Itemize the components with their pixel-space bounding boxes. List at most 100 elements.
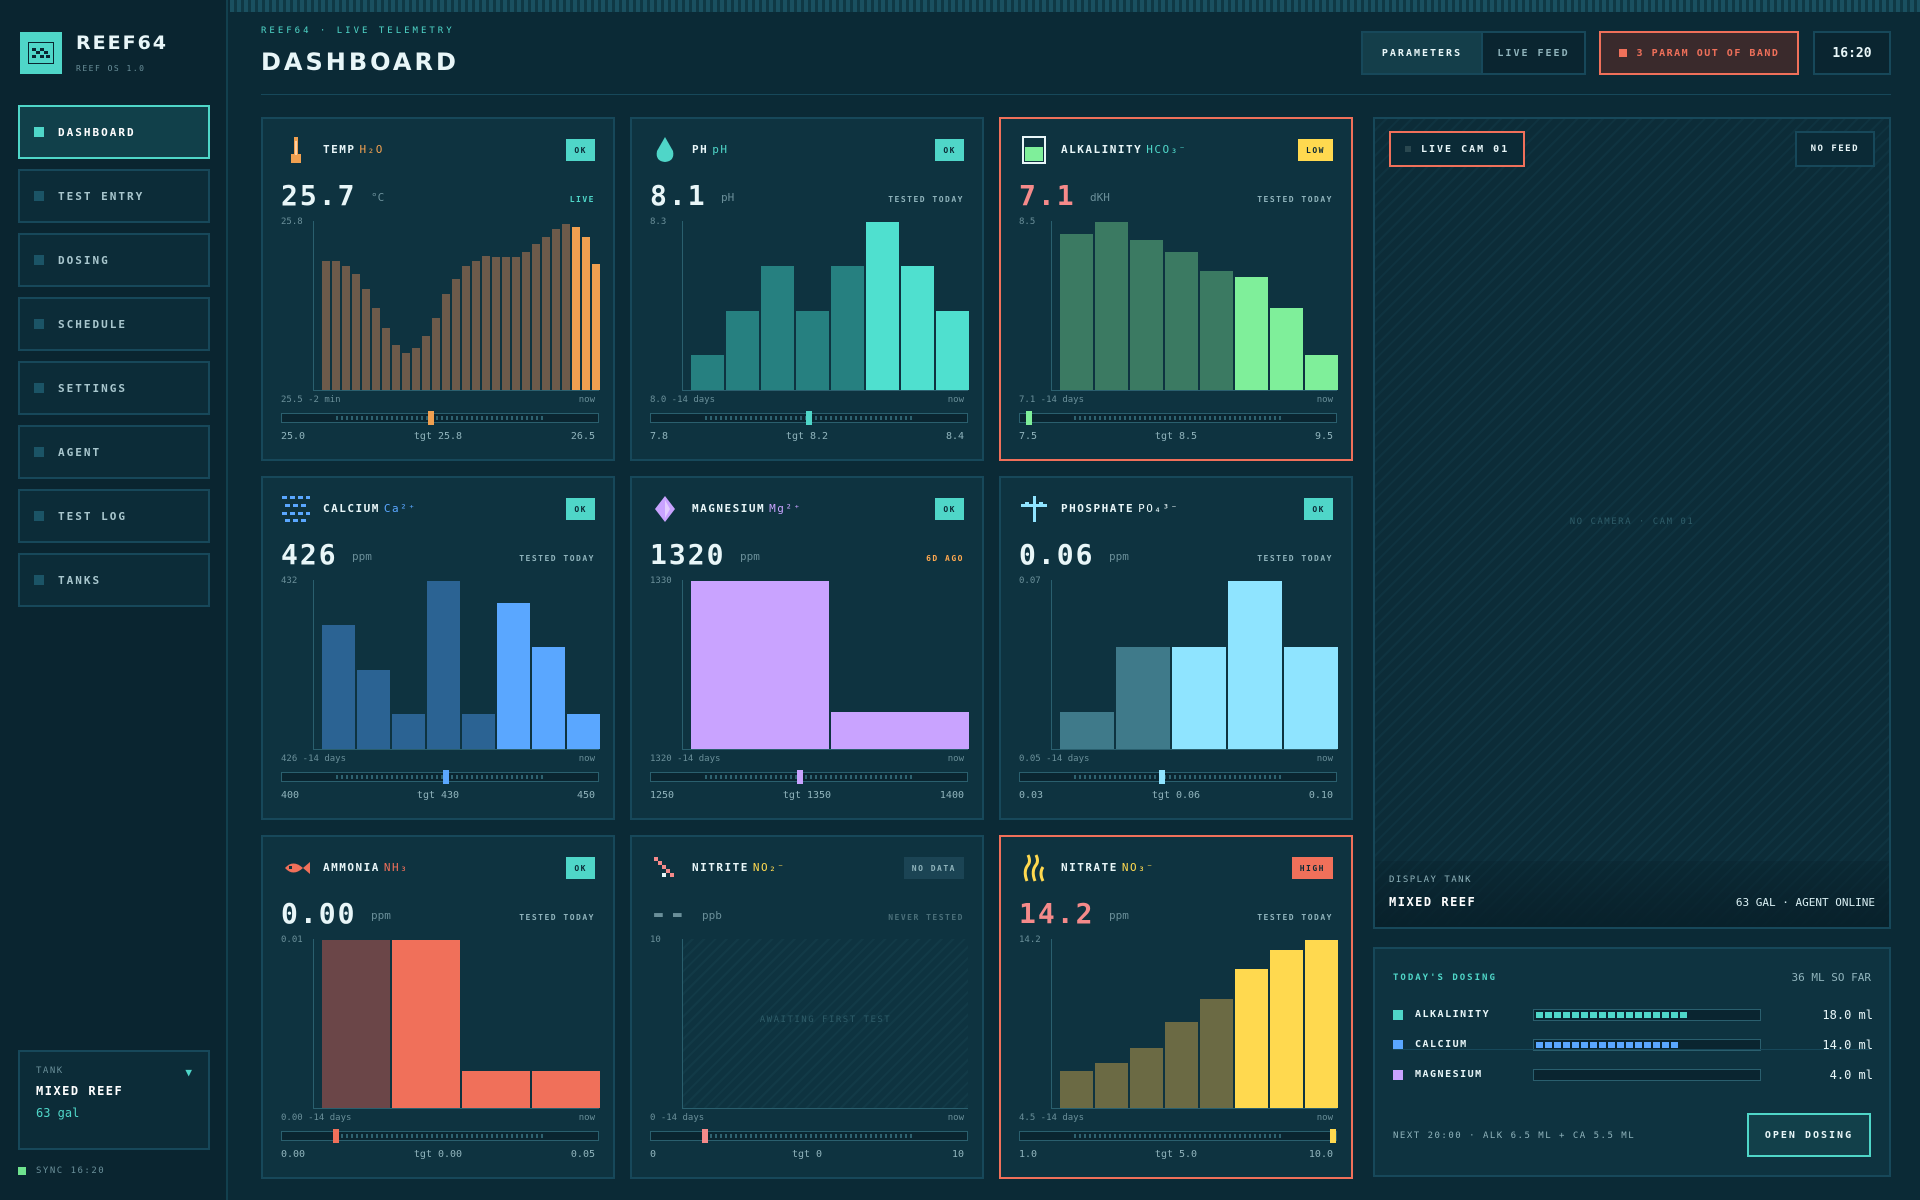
param-card-magnesium[interactable]: MAGNESIUM Mg²⁺ OK 1320 ppm 6D AGO 1330 1320 -14… xyxy=(630,476,984,820)
tank-selector[interactable]: TANK ▼ MIXED REEF 63 gal xyxy=(18,1050,210,1150)
dose-swatch-icon xyxy=(1393,1040,1403,1050)
chart-y-max: 1330 xyxy=(650,576,672,586)
dose-name: MAGNESIUM xyxy=(1415,1069,1483,1080)
open-dosing-button[interactable]: OPEN DOSING xyxy=(1747,1113,1871,1157)
status-badge: HIGH xyxy=(1291,857,1333,879)
sidebar-item-tanks[interactable]: TANKS xyxy=(18,553,210,607)
history-chart xyxy=(1051,939,1338,1109)
param-label: ALKALINITY xyxy=(1061,143,1143,156)
range-high: 0.05 xyxy=(570,1149,595,1160)
chart-bar xyxy=(342,266,350,390)
range-low: 400 xyxy=(281,790,300,801)
range-high: 8.4 xyxy=(945,431,964,442)
sidebar-item-label: TEST LOG xyxy=(58,509,127,523)
nav-indicator-icon xyxy=(34,383,44,393)
chart-bar xyxy=(462,714,495,749)
param-unit: ppm xyxy=(1109,909,1129,922)
todays-dosing-panel: TODAY'S DOSING 36 ML SO FAR ALKALINITY 18… xyxy=(1373,947,1891,1177)
tank-selector-label: TANK xyxy=(36,1066,64,1076)
nav-indicator-icon xyxy=(34,255,44,265)
test-status: TESTED TODAY xyxy=(1257,195,1333,204)
out-of-band-alert[interactable]: 3 PARAM OUT OF BAND xyxy=(1599,31,1799,75)
dose-progress-fill xyxy=(1536,1042,1679,1048)
live-camera-panel[interactable]: LIVE CAM 01 NO FEED NO CAMERA · CAM 01 D… xyxy=(1373,117,1891,929)
sidebar-item-agent[interactable]: AGENT xyxy=(18,425,210,479)
param-card-alkalinity[interactable]: ALKALINITY HCO₃⁻ LOW 7.1 dKH TESTED TODAY 8.5 7… xyxy=(999,117,1353,461)
chart-bar xyxy=(831,266,864,390)
chart-bar xyxy=(796,311,829,390)
empty-chart-text: AWAITING FIRST TEST xyxy=(759,1015,892,1025)
range-track xyxy=(281,411,599,425)
range-low: 7.5 xyxy=(1019,431,1038,442)
dose-swatch-icon xyxy=(1393,1010,1403,1020)
tab-live-feed[interactable]: LIVE FEED xyxy=(1483,31,1586,75)
sidebar-item-schedule[interactable]: SCHEDULE xyxy=(18,297,210,351)
chart-bar xyxy=(1060,1071,1093,1108)
param-card-phosphate[interactable]: PHOSPHATE PO₄³⁻ OK 0.06 ppm TESTED TODAY 0.07 0… xyxy=(999,476,1353,820)
pickaxe-icon xyxy=(1019,494,1049,524)
chart-bar xyxy=(1172,647,1226,749)
range-low: 7.8 xyxy=(650,431,669,442)
top-decoration-strip xyxy=(230,0,1920,12)
param-name: MAGNESIUM Mg²⁺ xyxy=(692,502,802,515)
sidebar-item-dashboard[interactable]: DASHBOARD xyxy=(18,105,210,159)
chart-bar xyxy=(592,264,600,390)
range-ticks xyxy=(1074,775,1282,779)
sidebar-nav: DASHBOARD TEST ENTRY DOSING SCHEDULE SET… xyxy=(18,105,210,617)
dosing-title: TODAY'S DOSING xyxy=(1393,973,1497,983)
test-status: 6D AGO xyxy=(926,554,964,563)
chart-bar xyxy=(462,266,470,390)
param-card-nitrite[interactable]: NITRITE NO₂⁻ NO DATA -- ppb NEVER TESTED 10 AWA… xyxy=(630,835,984,1179)
param-card-temp[interactable]: TEMP H₂O OK 25.7 °C LIVE 25.8 25.5 -2 min now 25.… xyxy=(261,117,615,461)
param-label: NITRATE xyxy=(1061,861,1118,874)
sidebar-item-label: TANKS xyxy=(58,573,102,587)
chart-bar xyxy=(432,318,440,390)
param-card-ammonia[interactable]: AMMONIA NH₃ OK 0.00 ppm TESTED TODAY 0.01 0.00 … xyxy=(261,835,615,1179)
breadcrumb: REEF64 · LIVE TELEMETRY xyxy=(261,26,455,36)
param-name: CALCIUM Ca²⁺ xyxy=(323,502,416,515)
sidebar-item-settings[interactable]: SETTINGS xyxy=(18,361,210,415)
param-name: PHOSPHATE PO₄³⁻ xyxy=(1061,502,1179,515)
alert-icon xyxy=(1618,49,1627,57)
camera-label-text: LIVE CAM 01 xyxy=(1421,143,1510,155)
camera-label: LIVE CAM 01 xyxy=(1389,131,1526,167)
chevron-down-icon[interactable]: ▼ xyxy=(185,1066,192,1079)
camera-placeholder: NO CAMERA · CAM 01 xyxy=(1569,517,1695,527)
chart-bar xyxy=(1235,969,1268,1108)
nav-indicator-icon xyxy=(34,319,44,329)
tab-parameters[interactable]: PARAMETERS xyxy=(1361,31,1483,75)
range-target: tgt 25.8 xyxy=(413,431,463,442)
chart-now-label: now xyxy=(947,754,964,764)
chart-y-max: 8.3 xyxy=(650,217,667,227)
chart-bar xyxy=(831,712,969,749)
alert-text: 3 PARAM OUT OF BAND xyxy=(1636,47,1780,59)
chart-y-min: 0 -14 days xyxy=(650,1113,705,1123)
range-track xyxy=(1019,411,1337,425)
range-target: tgt 430 xyxy=(416,790,460,801)
sidebar-item-dosing[interactable]: DOSING xyxy=(18,233,210,287)
param-name: AMMONIA NH₃ xyxy=(323,861,408,874)
display-tank-summary: 63 GAL · AGENT ONLINE xyxy=(1735,896,1875,909)
param-card-calcium[interactable]: CALCIUM Ca²⁺ OK 426 ppm TESTED TODAY 432 426 -1… xyxy=(261,476,615,820)
range-target: tgt 0.00 xyxy=(413,1149,463,1160)
chart-bar xyxy=(901,266,934,390)
history-chart: AWAITING FIRST TEST xyxy=(682,939,968,1109)
param-formula: Mg²⁺ xyxy=(769,502,802,515)
param-card-nitrate[interactable]: NITRATE NO₃⁻ HIGH 14.2 ppm TESTED TODAY 14.2 4.… xyxy=(999,835,1353,1179)
chart-now-label: now xyxy=(947,395,964,405)
chart-y-min: 7.1 -14 days xyxy=(1019,395,1085,405)
chart-bar xyxy=(1130,1048,1163,1108)
range-high: 1400 xyxy=(939,790,964,801)
chart-y-min: 0.00 -14 days xyxy=(281,1113,352,1123)
dose-amount: 14.0 ml xyxy=(1822,1038,1873,1052)
param-formula: NO₂⁻ xyxy=(752,861,786,874)
history-chart xyxy=(682,580,969,750)
param-unit: ppm xyxy=(1109,550,1129,563)
tank-name: MIXED REEF xyxy=(36,1084,124,1098)
chart-bar xyxy=(691,355,724,390)
sidebar-item-test-entry[interactable]: TEST ENTRY xyxy=(18,169,210,223)
chart-bar xyxy=(691,581,829,749)
sidebar-item-test-log[interactable]: TEST LOG xyxy=(18,489,210,543)
status-badge: NO DATA xyxy=(903,857,964,879)
param-card-ph[interactable]: PH pH OK 8.1 pH TESTED TODAY 8.3 8.0 -14 days no… xyxy=(630,117,984,461)
